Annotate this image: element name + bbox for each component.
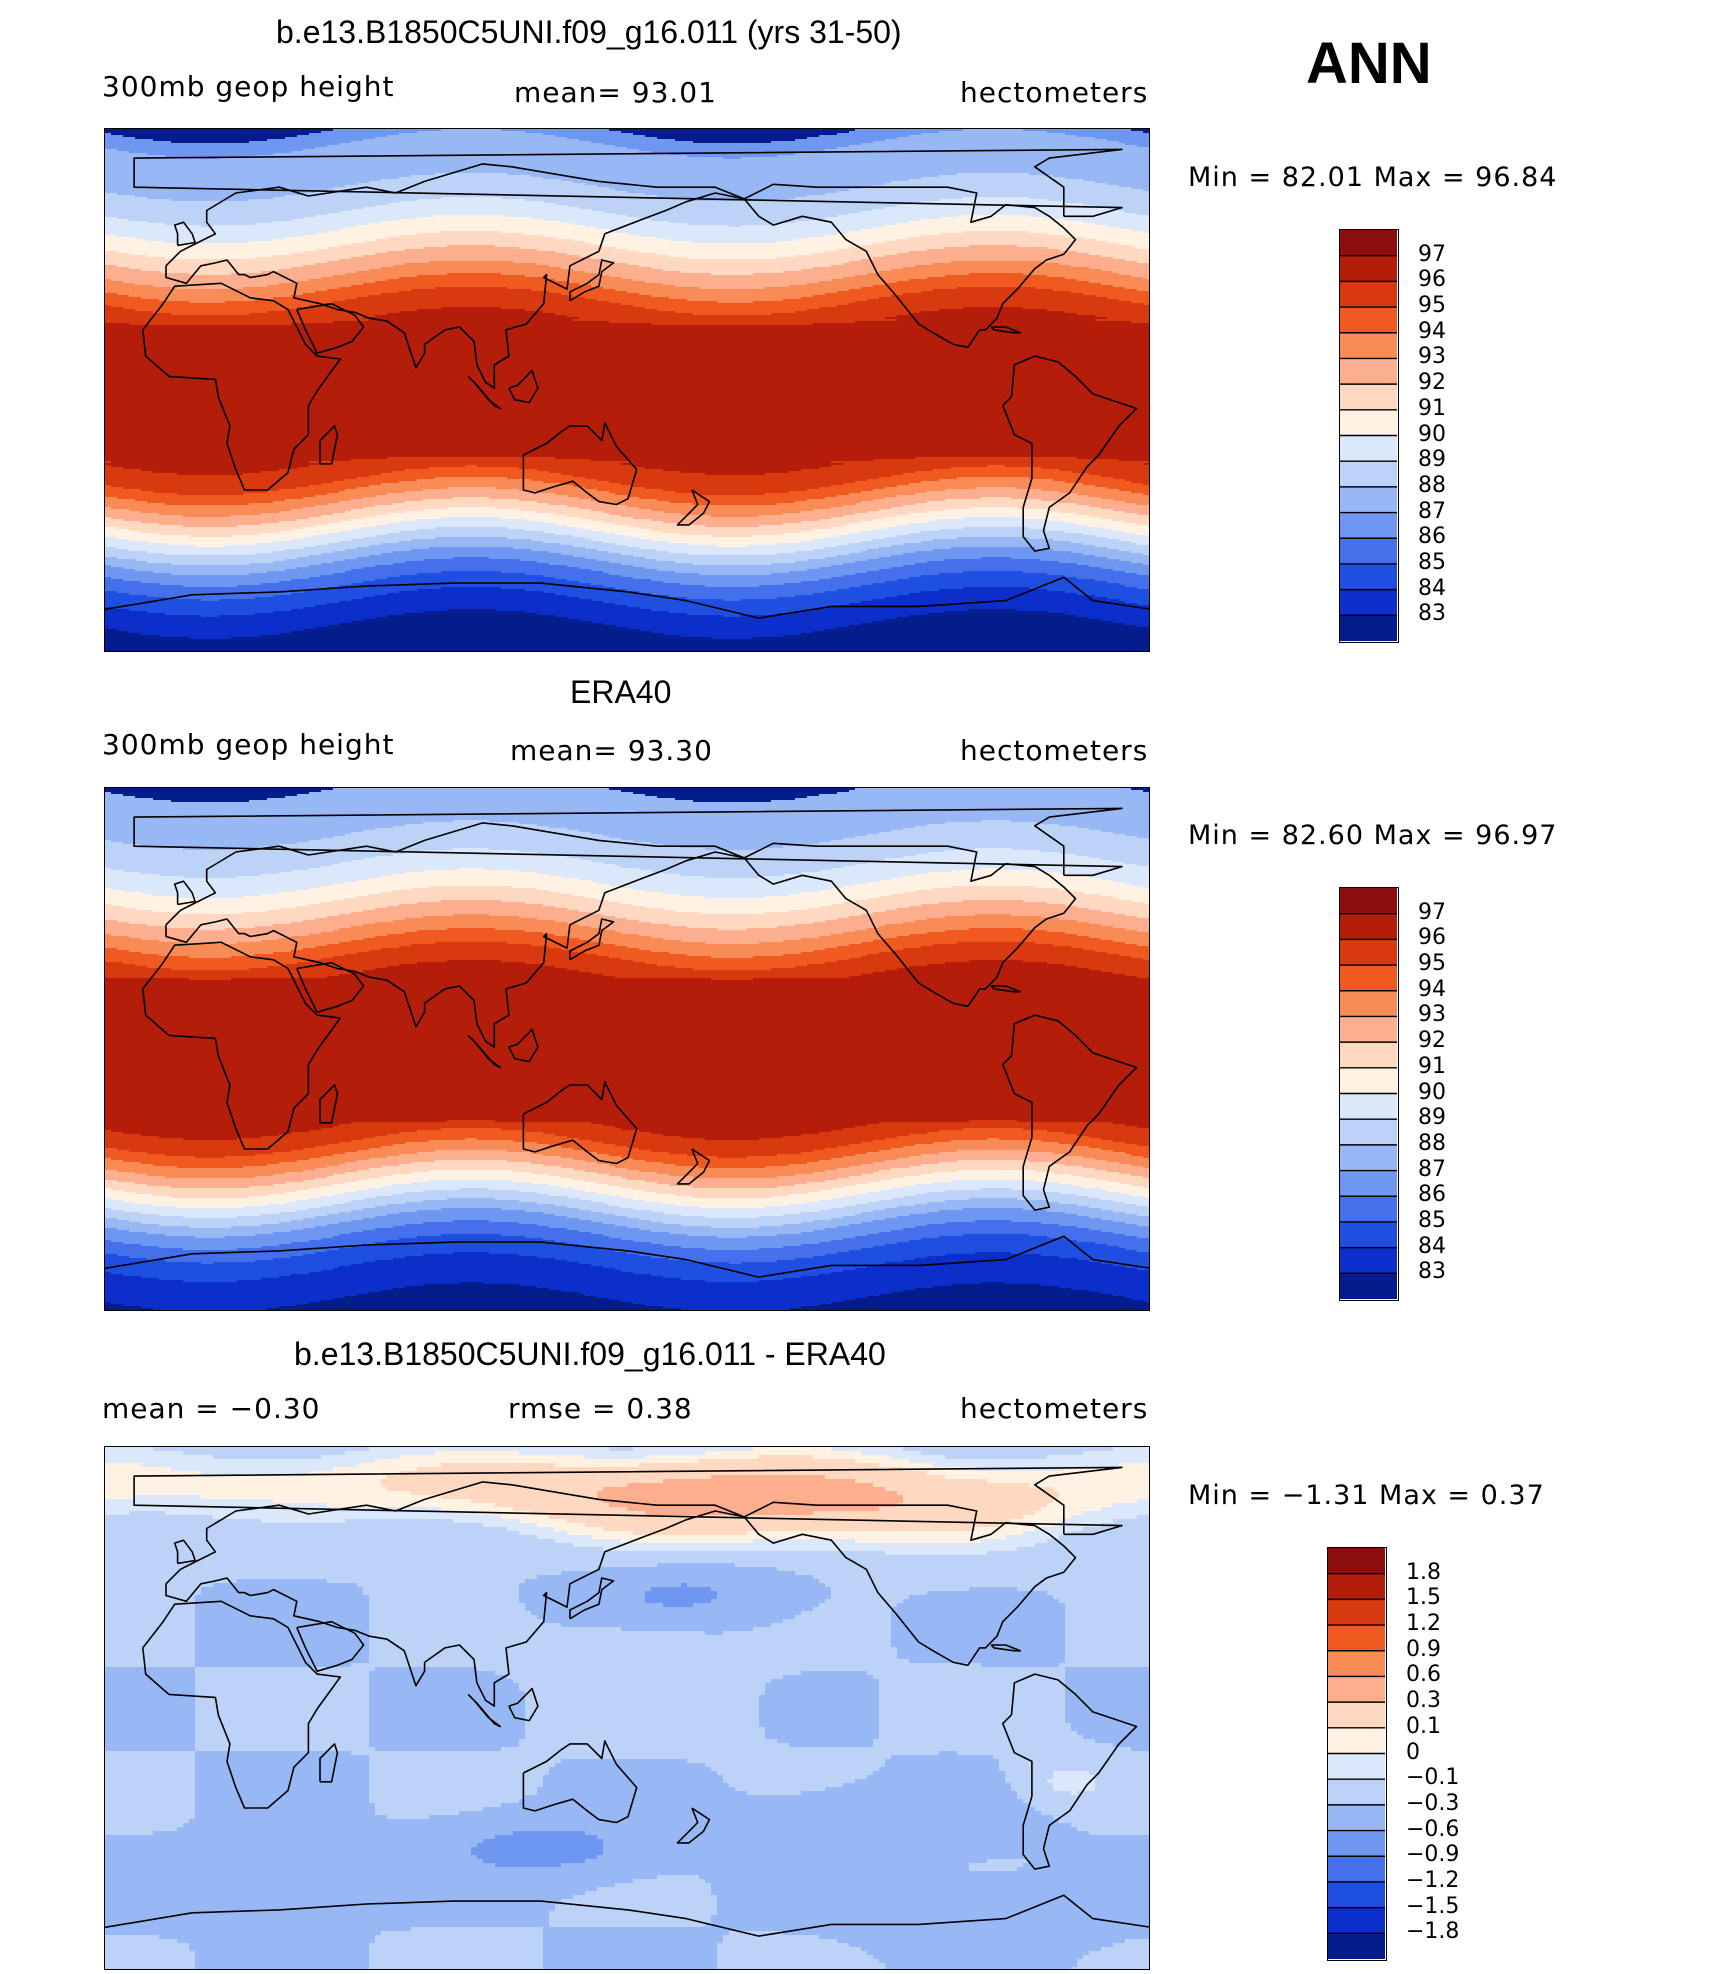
field-cell	[1149, 135, 1150, 138]
field-cell	[1149, 145, 1150, 148]
field-cell	[1149, 155, 1150, 158]
field-cell	[1149, 133, 1150, 136]
field-cell	[1149, 139, 1150, 142]
panel-1-field-label: 300mb geop height	[102, 70, 394, 103]
field-cell	[1149, 177, 1150, 180]
field-cell	[1149, 179, 1150, 182]
field-cell	[1149, 163, 1150, 166]
field-cell	[1149, 159, 1150, 162]
panel-1-mean-label: mean= 93.01	[514, 76, 717, 109]
field-cell	[1149, 171, 1150, 174]
panel-1-units-label: hectometers	[960, 76, 1148, 109]
field-cell	[1149, 143, 1150, 146]
field-cell	[1149, 181, 1150, 184]
field-cell	[1149, 157, 1150, 160]
field-cell	[1149, 141, 1150, 144]
panel-1-map-plot	[105, 129, 1150, 652]
field-cell	[1149, 153, 1150, 156]
season-label: ANN	[1306, 30, 1432, 97]
field-cell	[1149, 183, 1150, 186]
field-cell	[1149, 167, 1150, 170]
field-cell	[1149, 165, 1150, 168]
field-cell	[1149, 173, 1150, 176]
field-cell	[1149, 137, 1150, 140]
field-cell	[1149, 147, 1150, 150]
field-cell	[1149, 151, 1150, 154]
field-cell	[1149, 161, 1150, 164]
field-cell	[1149, 149, 1150, 152]
field-cell	[1149, 169, 1150, 172]
panel-1-map	[104, 128, 1150, 652]
field-cell	[1149, 129, 1150, 132]
panel-1-title: b.e13.B1850C5UNI.f09_g16.011 (yrs 31-50)	[276, 14, 902, 51]
field-cell	[1149, 175, 1150, 178]
field-cell	[1149, 131, 1150, 134]
